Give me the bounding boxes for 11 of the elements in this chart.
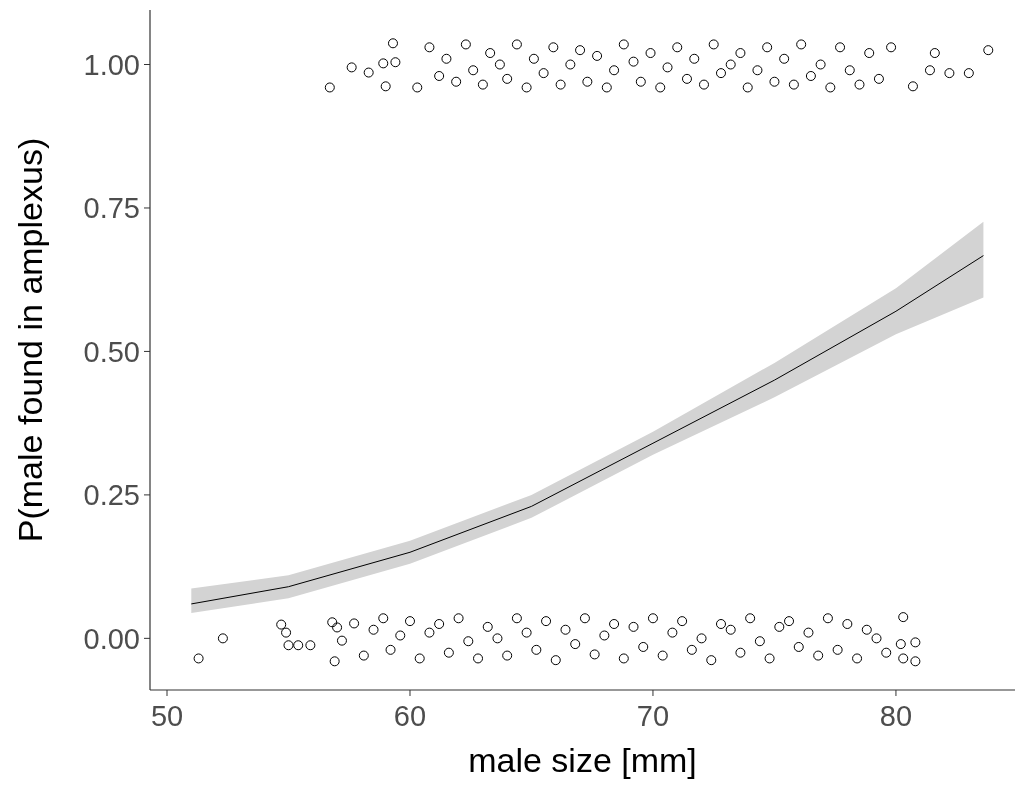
x-tick-label: 50 — [150, 700, 184, 732]
x-tick-label: 80 — [879, 700, 913, 732]
y-tick-label: 1.00 — [83, 48, 140, 81]
x-tick-label: 60 — [393, 700, 427, 732]
x-axis-title: male size [mm] — [468, 741, 697, 779]
x-tick-label: 70 — [636, 700, 670, 732]
y-tick-label: 0.00 — [83, 622, 140, 655]
y-tick-label: 0.50 — [83, 335, 140, 368]
y-tick-label: 0.25 — [83, 479, 140, 512]
y-tick-label: 0.75 — [83, 192, 140, 225]
y-axis-title: P(male found in amplexus) — [11, 137, 49, 543]
